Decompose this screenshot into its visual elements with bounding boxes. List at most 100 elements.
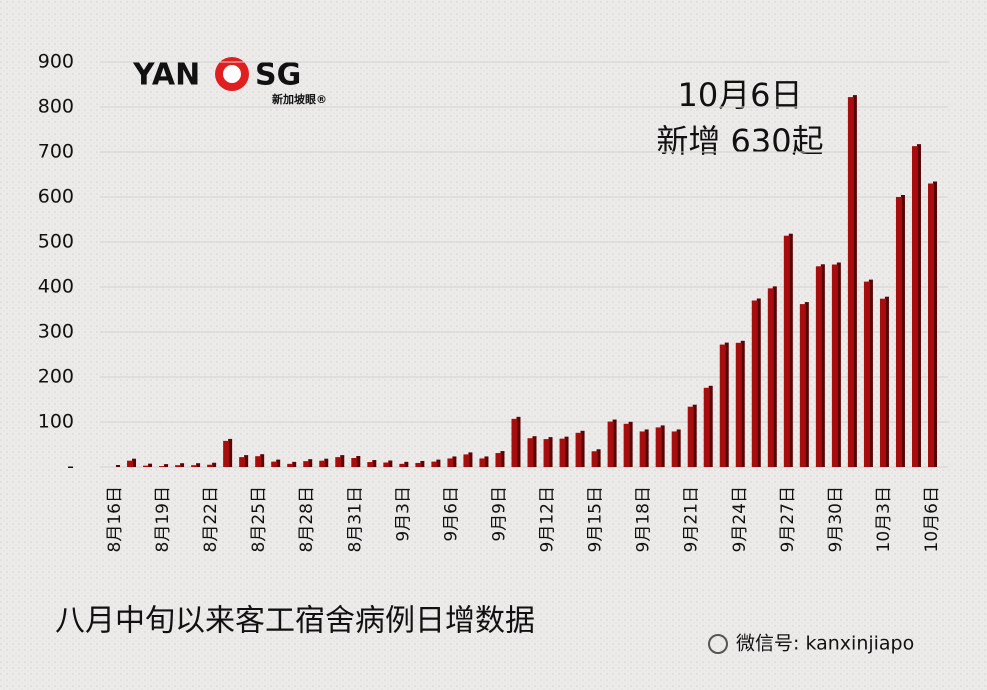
bar-front (847, 97, 854, 467)
bar-front (863, 281, 870, 467)
bar-front (159, 466, 166, 467)
bar-side (340, 455, 345, 467)
bar-side (836, 262, 841, 467)
bar-side (164, 464, 169, 467)
bar-front (271, 461, 278, 467)
bar-side (580, 430, 585, 467)
bar-side (180, 463, 185, 467)
bar-front (928, 183, 934, 467)
x-tick-label: 9月18日 (634, 486, 654, 552)
x-tick-label: 8月16日 (105, 486, 125, 552)
x-tick-label: 10月6日 (922, 486, 942, 552)
bar-front (143, 465, 150, 467)
bar-front (767, 288, 774, 467)
bar-front (127, 460, 134, 467)
bar (255, 454, 265, 467)
bar-front (735, 342, 742, 467)
bar-side (788, 233, 793, 467)
bar (271, 459, 281, 467)
bar-side (708, 385, 713, 467)
bar (799, 302, 809, 467)
bar (863, 279, 873, 467)
y-tick-label: 100 (38, 411, 74, 433)
bar-front (303, 461, 310, 467)
bar (415, 460, 425, 467)
annotation: 新增 630起 (656, 122, 823, 160)
bar (703, 385, 713, 467)
bar (879, 296, 889, 467)
bar-front (831, 264, 838, 467)
bar-front (335, 457, 342, 467)
bar (783, 233, 793, 467)
bar (623, 421, 633, 467)
bar (335, 455, 345, 467)
bar-side (212, 462, 217, 467)
bar-front (799, 304, 806, 467)
bar (319, 458, 329, 467)
bar (671, 429, 681, 467)
bar-side (724, 342, 729, 467)
x-tick-label: 8月22日 (201, 486, 221, 552)
bar (191, 463, 201, 467)
bar (223, 438, 233, 467)
x-tick-label: 9月12日 (538, 486, 558, 552)
bar (479, 456, 489, 467)
bar-front (399, 463, 406, 467)
bar (447, 456, 457, 467)
logo-left: YAN (132, 58, 200, 93)
bar (159, 464, 169, 467)
bar-front (287, 463, 294, 467)
bar (383, 460, 393, 467)
bar-front (495, 453, 502, 467)
bar-side (484, 456, 489, 467)
bar-side (276, 459, 281, 467)
wechat-icon (708, 634, 728, 654)
bar (575, 430, 585, 467)
bar-side (820, 264, 825, 467)
bar-side (596, 449, 601, 467)
bar-side (740, 340, 745, 467)
bar-side (420, 460, 425, 467)
bar-side (308, 459, 313, 467)
bar-side (628, 421, 633, 467)
bar-side (548, 437, 553, 467)
bar (543, 437, 553, 467)
bar-front (719, 344, 726, 467)
bar-side (372, 460, 377, 467)
bar-side (532, 436, 537, 467)
bar-front (191, 465, 198, 467)
y-tick-label: 800 (38, 96, 74, 118)
x-tick-label: 9月24日 (730, 486, 750, 552)
bar (928, 181, 937, 467)
x-tick-label: 9月27日 (778, 486, 798, 552)
bar-front (911, 146, 918, 467)
bar (655, 425, 665, 467)
bar (303, 459, 313, 467)
bar-front (591, 451, 598, 467)
bar-side (660, 425, 665, 467)
bar (495, 451, 505, 467)
bar (127, 458, 137, 467)
logo-icon-inner (223, 65, 241, 83)
bar-front (623, 423, 630, 467)
x-tick-label: 9月3日 (393, 486, 413, 542)
bar-side (676, 429, 681, 467)
chart-title: 八月中旬以来客工宿舍病例日增数据 (55, 604, 535, 639)
bar (399, 461, 409, 467)
bar-front (607, 421, 614, 467)
bar-side (612, 419, 617, 467)
bar (767, 286, 777, 467)
bar (895, 195, 905, 467)
bar-side (404, 461, 409, 467)
bar-front (239, 457, 246, 467)
bar-side (452, 456, 457, 467)
bar-side (852, 95, 857, 467)
bar-front (223, 440, 230, 467)
bar-side (804, 302, 809, 467)
x-tick-label: 8月31日 (345, 486, 365, 552)
bar-side (692, 404, 697, 467)
bar-side (388, 460, 393, 467)
bar (751, 298, 761, 467)
bar (143, 463, 153, 467)
